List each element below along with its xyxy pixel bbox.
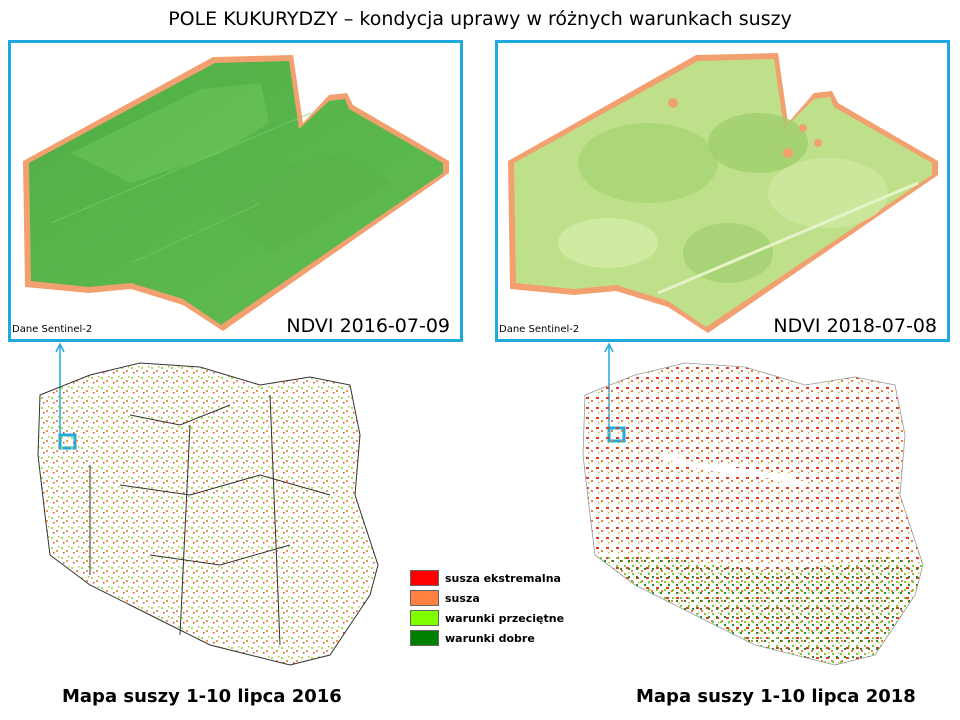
legend-label: susza ekstremalna xyxy=(445,571,561,585)
legend-swatch xyxy=(410,570,439,586)
drought-map-2018 xyxy=(582,362,924,666)
ndvi-panel-2018: Dane Sentinel-2 NDVI 2018-07-08 xyxy=(495,40,950,342)
ndvi-field-image-2016 xyxy=(23,55,449,331)
ndvi-date-label: NDVI 2016-07-09 xyxy=(286,315,450,337)
ndvi-panel-2016: Dane Sentinel-2 NDVI 2016-07-09 xyxy=(8,40,463,342)
map-caption-2016: Mapa suszy 1-10 lipca 2016 xyxy=(62,686,342,707)
legend-item: susza xyxy=(410,588,564,608)
legend-item: susza ekstremalna xyxy=(410,568,564,588)
legend-label: susza xyxy=(445,591,480,605)
legend-label: warunki dobre xyxy=(445,631,535,645)
drought-map-2016 xyxy=(37,362,379,666)
ndvi-field-image-2018 xyxy=(508,53,938,333)
data-source-label: Dane Sentinel-2 xyxy=(12,324,93,335)
ndvi-date-label: NDVI 2018-07-08 xyxy=(773,315,937,337)
legend-swatch xyxy=(410,610,439,626)
legend-swatch xyxy=(410,590,439,606)
legend-swatch xyxy=(410,630,439,646)
map-caption-2018: Mapa suszy 1-10 lipca 2018 xyxy=(636,686,916,707)
legend-item: warunki przeciętne xyxy=(410,608,564,628)
legend-item: warunki dobre xyxy=(410,628,564,648)
page-title: POLE KUKURYDZY – kondycja uprawy w różny… xyxy=(168,8,792,30)
legend: susza ekstremalna susza warunki przecięt… xyxy=(410,568,564,648)
legend-label: warunki przeciętne xyxy=(445,611,565,625)
data-source-label: Dane Sentinel-2 xyxy=(499,324,580,335)
